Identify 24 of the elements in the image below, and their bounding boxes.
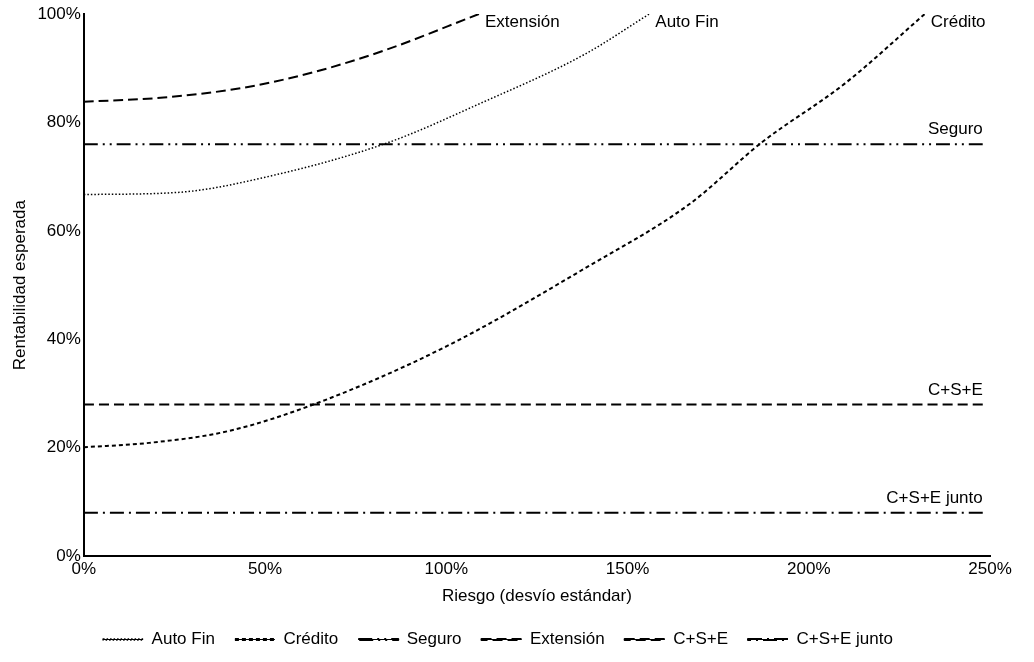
text: Crédito bbox=[930, 11, 986, 31]
legend-label: C+S+E bbox=[673, 629, 728, 649]
y-axis-title: Rentabilidad esperada bbox=[9, 199, 29, 371]
legend-label: C+S+E junto bbox=[796, 629, 893, 649]
y-tick-label: 40% bbox=[46, 329, 81, 349]
x-tick-label: 200% bbox=[787, 559, 831, 579]
y-tick-label: 60% bbox=[46, 220, 81, 240]
text: Seguro bbox=[927, 119, 983, 139]
x-tick-label: 150% bbox=[605, 559, 650, 579]
legend-label: Extensión bbox=[530, 629, 605, 649]
x-tick-label: 250% bbox=[968, 559, 1012, 579]
y-tick-label: 100% bbox=[37, 3, 81, 23]
y-tick-label: 20% bbox=[46, 437, 81, 457]
x-tick-label: 100% bbox=[424, 559, 469, 579]
text: C+S+E junto bbox=[886, 488, 983, 508]
x-tick-label: 50% bbox=[248, 559, 283, 579]
legend-label: Seguro bbox=[406, 629, 462, 649]
legend-label: Crédito bbox=[283, 629, 339, 649]
x-axis-title: Riesgo (desvío estándar) bbox=[441, 586, 632, 606]
text: Extensión bbox=[484, 11, 560, 31]
y-tick-label: 80% bbox=[46, 112, 81, 132]
text: Auto Fin bbox=[655, 11, 719, 31]
text: C+S+E bbox=[927, 379, 983, 399]
legend-label: Auto Fin bbox=[151, 629, 215, 649]
